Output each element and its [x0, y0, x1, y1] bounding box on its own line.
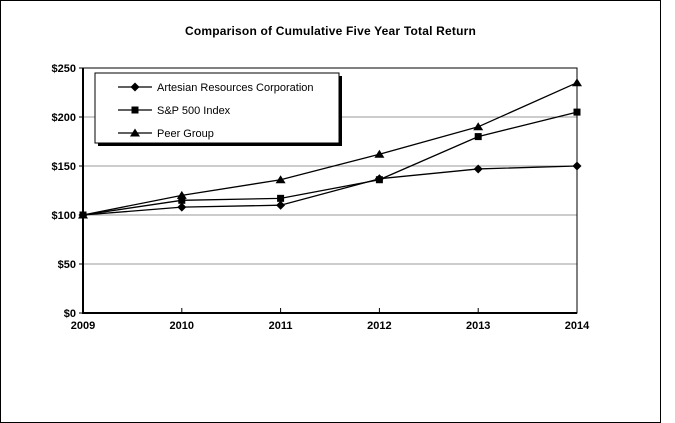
marker-artesian-resources-corporation-2013 — [473, 164, 483, 174]
marker-peer-group-2010 — [176, 190, 187, 199]
marker-artesian-resources-corporation-2011 — [276, 200, 286, 210]
y-tick-label-100: $100 — [52, 210, 76, 222]
legend-label-artesian-resources-corporation: Artesian Resources Corporation — [157, 82, 314, 94]
legend-marker-diamond — [130, 82, 140, 92]
marker-s-p-500-index-2011 — [277, 194, 285, 202]
x-tick-label-2014: 2014 — [565, 320, 590, 332]
chart-title: Comparison of Cumulative Five Year Total… — [184, 24, 476, 38]
marker-s-p-500-index-2014 — [573, 108, 581, 116]
marker-s-p-500-index-2012 — [375, 176, 383, 184]
x-tick-label-2011: 2011 — [269, 320, 293, 332]
marker-peer-group-2013 — [473, 122, 484, 131]
legend-label-s-p-500-index: S&P 500 Index — [157, 105, 231, 117]
marker-peer-group-2012 — [374, 149, 385, 158]
series-line-peer-group — [82, 82, 578, 216]
y-tick-label-50: $50 — [58, 259, 76, 271]
legend-marker-square — [131, 106, 139, 114]
x-tick-label-2010: 2010 — [170, 320, 194, 332]
marker-s-p-500-index-2010 — [178, 196, 186, 204]
x-tick-label-2013: 2013 — [466, 320, 490, 332]
marker-peer-group-2011 — [275, 175, 286, 184]
legend-marker-triangle — [130, 128, 140, 137]
marker-artesian-resources-corporation-2014 — [572, 161, 582, 171]
y-tick-label-150: $150 — [52, 161, 76, 173]
x-tick-label-2012: 2012 — [367, 320, 391, 332]
y-tick-label-250: $250 — [52, 63, 76, 75]
y-tick-label-0: $0 — [64, 308, 76, 320]
y-tick-label-200: $200 — [52, 112, 76, 124]
marker-peer-group-2014 — [572, 78, 582, 87]
legend-label-peer-group: Peer Group — [157, 128, 214, 140]
series-line-s-p-500-index — [82, 111, 578, 216]
marker-peer-group-2009 — [78, 210, 88, 219]
series-line-artesian-resources-corporation — [82, 165, 578, 216]
marker-s-p-500-index-2013 — [474, 133, 482, 141]
x-tick-label-2009: 2009 — [71, 320, 95, 332]
marker-artesian-resources-corporation-2010 — [177, 202, 187, 212]
